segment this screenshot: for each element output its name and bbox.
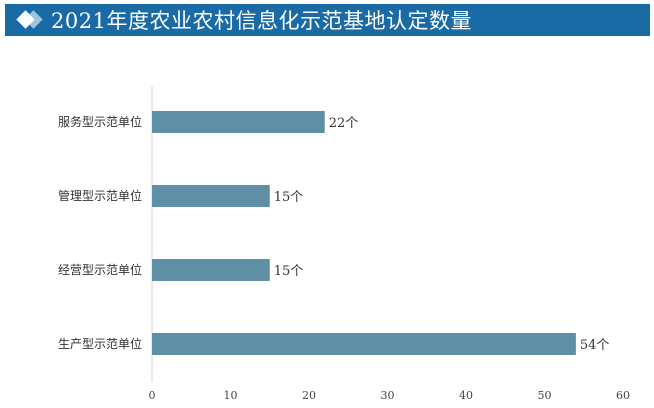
bar — [152, 333, 576, 355]
category-label: 服务型示范单位 — [58, 114, 142, 129]
x-tick-label: 40 — [459, 389, 473, 402]
x-tick-label: 10 — [224, 389, 238, 402]
x-tick-label: 20 — [302, 389, 316, 402]
bar — [152, 259, 270, 281]
bar — [152, 111, 325, 133]
x-tick-label: 0 — [149, 389, 156, 402]
data-label: 22个 — [329, 116, 359, 131]
chart-title: 2021年度农业农村信息化示范基地认定数量 — [51, 9, 472, 33]
x-tick-label: 60 — [616, 389, 630, 402]
x-tick-label: 30 — [381, 389, 395, 402]
title-bar: 2021年度农业农村信息化示范基地认定数量 — [5, 4, 650, 36]
category-label: 生产型示范单位 — [58, 336, 142, 351]
x-tick-label: 50 — [538, 389, 552, 402]
data-label: 15个 — [274, 264, 304, 279]
bar — [152, 185, 270, 207]
category-label: 经营型示范单位 — [58, 262, 142, 277]
data-label: 54个 — [580, 338, 610, 353]
category-label: 管理型示范单位 — [58, 188, 142, 203]
data-label: 15个 — [274, 190, 304, 205]
